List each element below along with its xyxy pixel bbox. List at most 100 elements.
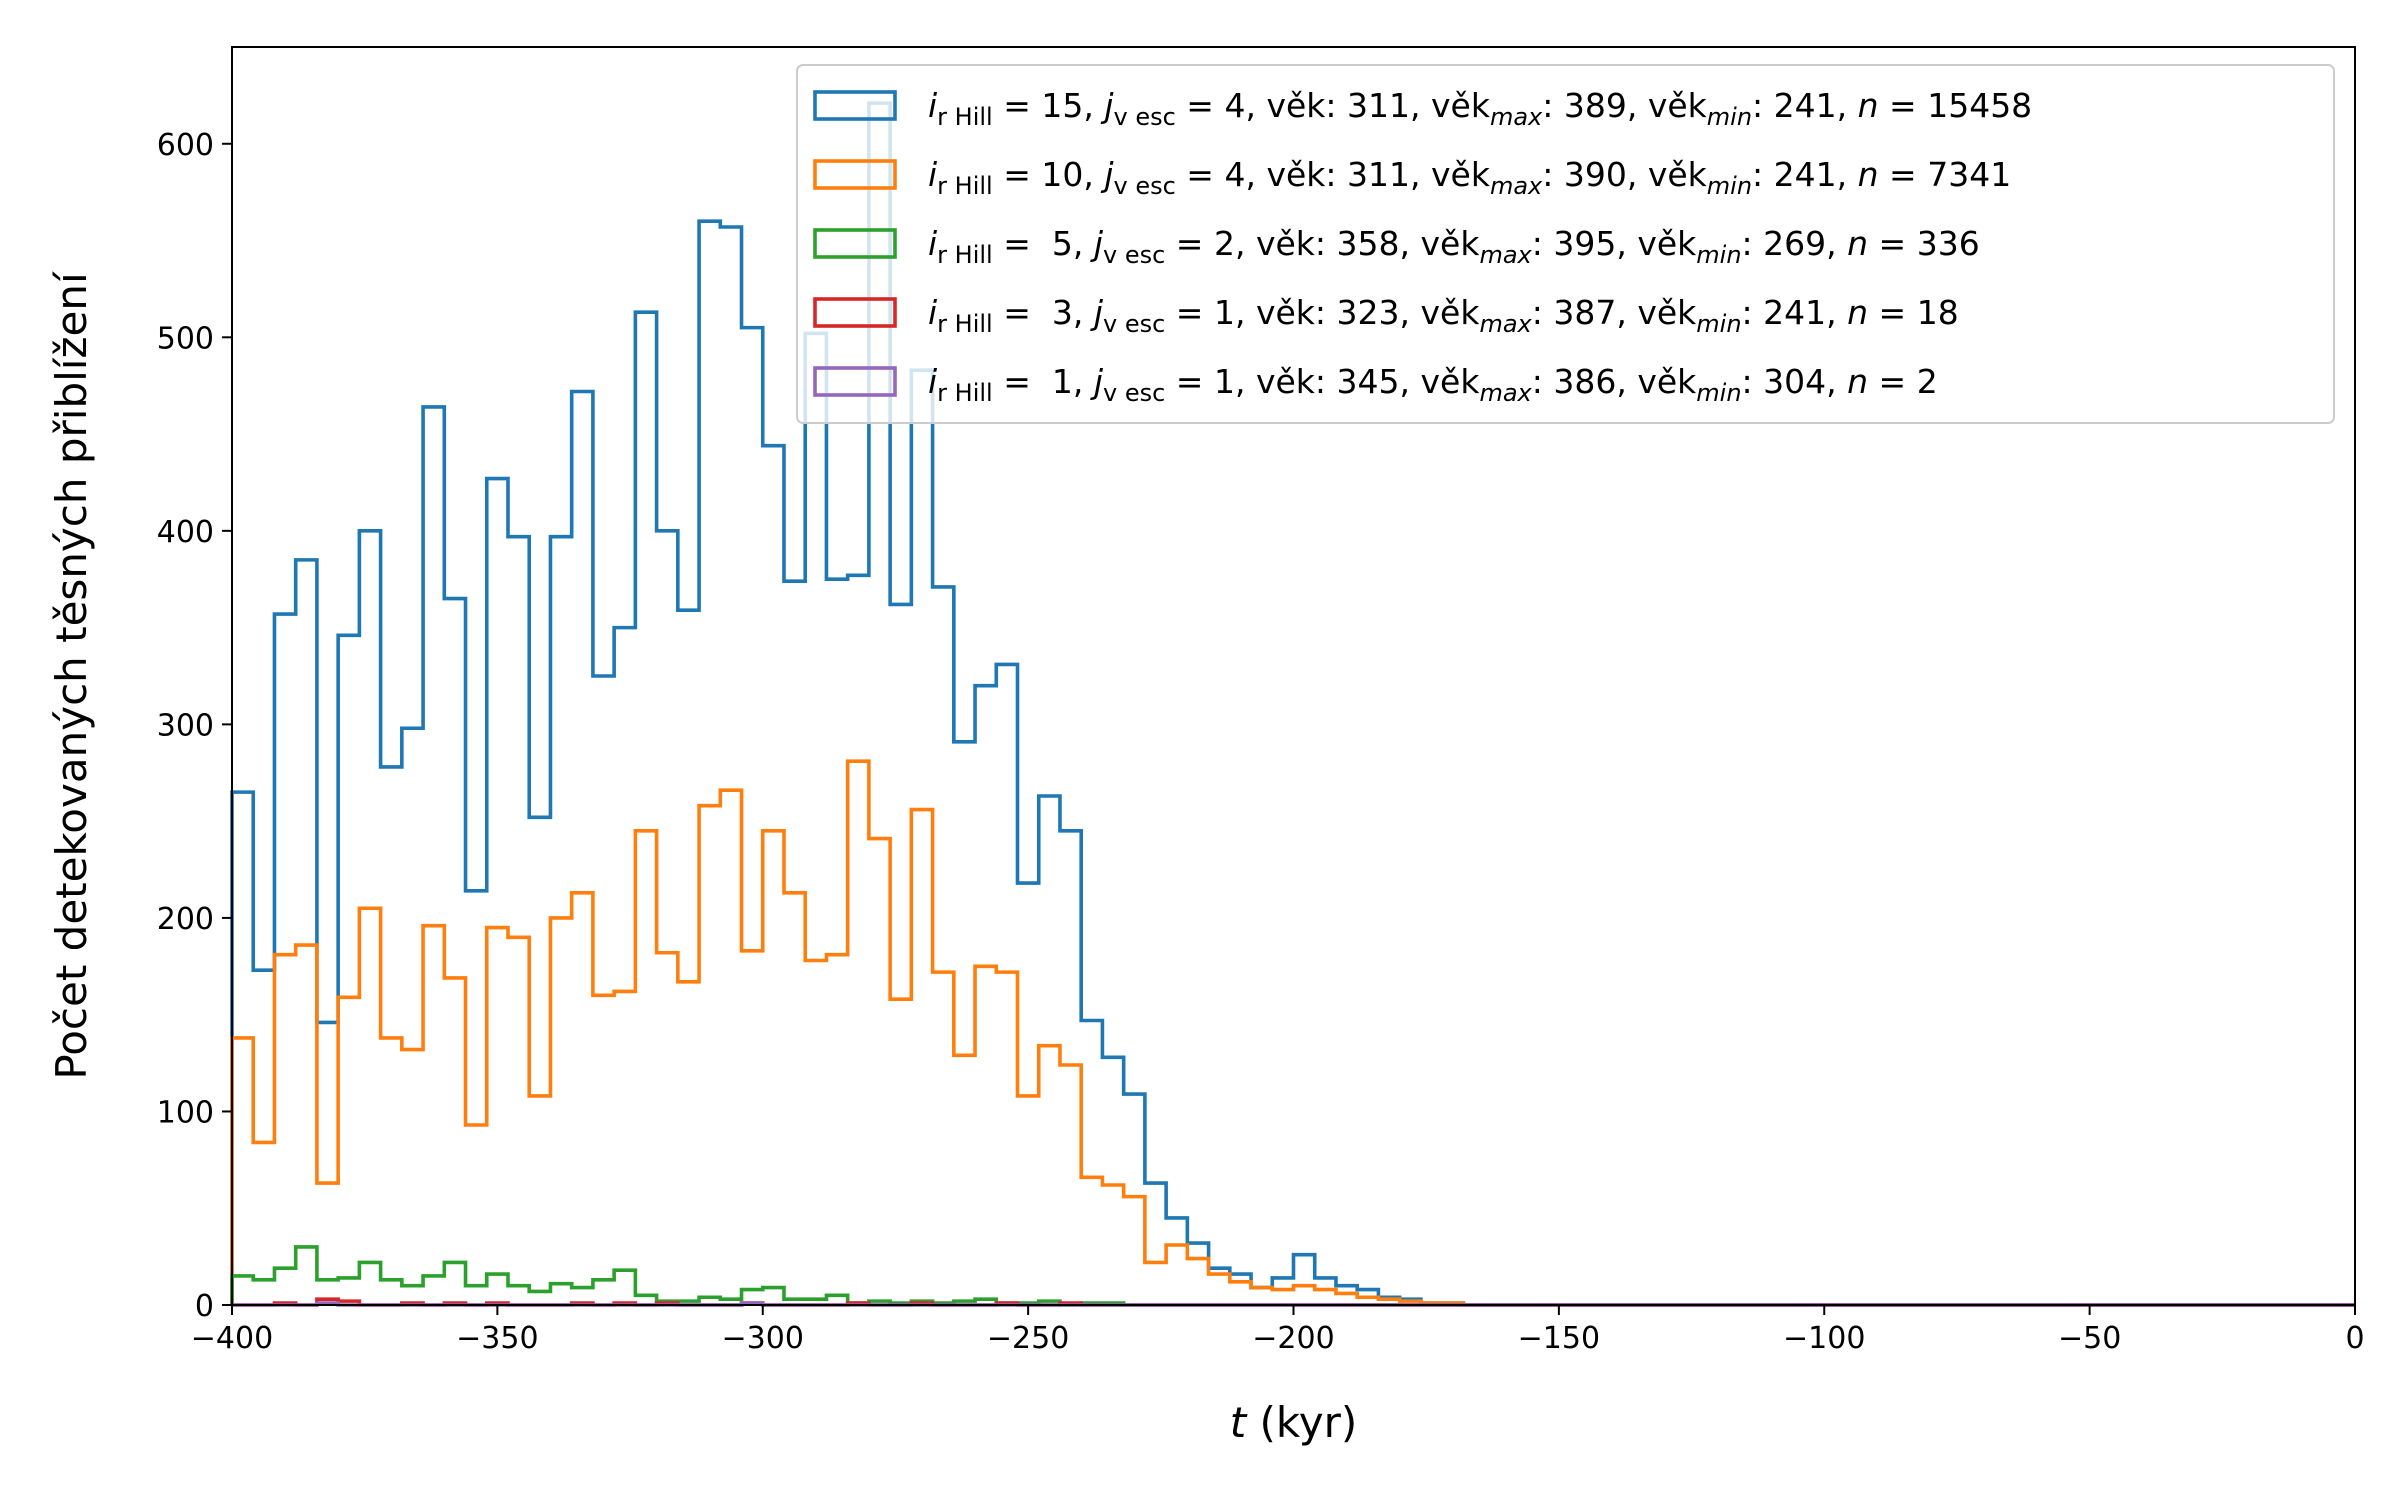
legend-fragment: =	[1176, 86, 1225, 125]
legend-fragment: =	[1165, 224, 1214, 263]
legend-fragment: v esc	[1103, 310, 1165, 338]
legend: ir Hill = 15, jv esc = 4, věk: 311, věkm…	[796, 64, 2335, 424]
legend-fragment: 241	[1763, 293, 1826, 332]
legend-fragment: =	[1165, 293, 1214, 332]
legend-fragment: =	[993, 224, 1042, 263]
legend-fragment: r Hill	[937, 379, 993, 407]
legend-fragment: ,	[1083, 155, 1104, 194]
legend-fragment: 311	[1347, 155, 1410, 194]
legend-fragment: :	[1742, 362, 1764, 401]
y-tick-label: 500	[157, 321, 214, 356]
legend-fragment: věk:	[1256, 293, 1337, 332]
legend-fragment: 3	[1041, 293, 1073, 332]
legend-fragment: =	[1868, 224, 1917, 263]
legend-label-5: ir Hill = 1, jv esc = 1, věk: 345, věkma…	[928, 362, 1938, 407]
legend-fragment: i	[928, 86, 937, 125]
legend-fragment: 304	[1763, 362, 1826, 401]
y-tick-label: 300	[157, 708, 214, 743]
legend-fragment: ,	[1410, 155, 1431, 194]
legend-fragment: :	[1532, 224, 1554, 263]
legend-fragment: věk:	[1256, 224, 1337, 263]
x-tick-label: −200	[1252, 1321, 1334, 1356]
legend-fragment: v esc	[1103, 241, 1165, 269]
legend-fragment: 395	[1553, 224, 1616, 263]
x-tick-label: −300	[722, 1321, 804, 1356]
legend-fragment: věk	[1431, 155, 1491, 194]
legend-fragment: r Hill	[937, 241, 993, 269]
legend-fragment: 389	[1564, 86, 1627, 125]
legend-fragment: ,	[1245, 86, 1266, 125]
legend-fragment: i	[928, 224, 937, 263]
axes-layer: −400 −350 −300 −250 −200 −150 −100 −50 0 0 100 200 3…	[47, 46, 2365, 1447]
legend-fragment: j	[1100, 86, 1114, 125]
legend-fragment: věk:	[1256, 362, 1337, 401]
legend-fragment: r Hill	[937, 103, 993, 131]
legend-fragment: =	[1879, 86, 1928, 125]
legend-fragment: ,	[1837, 155, 1858, 194]
legend-fragment: r Hill	[937, 172, 993, 200]
legend-fragment: 15458	[1927, 86, 2032, 125]
legend-fragment: n	[1847, 362, 1868, 401]
legend-fragment: v esc	[1114, 103, 1176, 131]
legend-fragment: ,	[1400, 293, 1421, 332]
legend-label-1: ir Hill = 15, jv esc = 4, věk: 311, věkm…	[928, 86, 2032, 131]
legend-fragment: ,	[1616, 293, 1637, 332]
x-tick-label: −400	[191, 1321, 273, 1356]
y-tick-label: 400	[157, 515, 214, 550]
legend-fragment: věk	[1420, 293, 1480, 332]
legend-fragment: 336	[1917, 224, 1980, 263]
legend-fragment: věk	[1637, 224, 1697, 263]
legend-fragment: 7341	[1927, 155, 2011, 194]
legend-fragment: :	[1542, 155, 1564, 194]
legend-fragment: 2	[1214, 224, 1235, 263]
legend-fragment: 5	[1041, 224, 1073, 263]
x-tick-label: −50	[2058, 1321, 2121, 1356]
legend-fragment: min	[1707, 172, 1752, 200]
y-tick-label: 100	[157, 1095, 214, 1130]
legend-swatch-2	[813, 159, 897, 190]
legend-fragment: ,	[1627, 155, 1648, 194]
legend-swatch-5	[813, 366, 897, 397]
legend-fragment: ,	[1073, 224, 1094, 263]
legend-fragment: věk	[1637, 362, 1697, 401]
legend-fragment: 241	[1774, 155, 1837, 194]
legend-fragment: ,	[1073, 362, 1094, 401]
legend-label-3: ir Hill = 5, jv esc = 2, věk: 358, věkma…	[928, 224, 1980, 269]
legend-fragment: n	[1858, 155, 1879, 194]
legend-fragment: ,	[1235, 224, 1256, 263]
legend-fragment: ,	[1410, 86, 1431, 125]
legend-fragment: max	[1490, 172, 1543, 200]
x-axis-unit: (kyr)	[1246, 1398, 1357, 1447]
legend-fragment: 1	[1041, 362, 1073, 401]
legend-fragment: ,	[1826, 224, 1847, 263]
x-tick-label: −150	[1518, 1321, 1600, 1356]
legend-swatch-1	[813, 90, 897, 121]
legend-label-4: ir Hill = 3, jv esc = 1, věk: 323, věkma…	[928, 293, 1959, 338]
legend-fragment: ,	[1627, 86, 1648, 125]
legend-fragment: věk:	[1266, 155, 1347, 194]
legend-fragment: ,	[1235, 293, 1256, 332]
x-tick-label: −350	[456, 1321, 538, 1356]
legend-fragment: 269	[1763, 224, 1826, 263]
legend-fragment: min	[1707, 103, 1752, 131]
legend-fragment: 390	[1564, 155, 1627, 194]
legend-fragment: ,	[1826, 293, 1847, 332]
legend-fragment: =	[993, 86, 1042, 125]
x-tick-label: −250	[987, 1321, 1069, 1356]
y-axis-title: Počet detekovaných těsných přiblížení	[47, 271, 96, 1080]
legend-fragment: min	[1696, 241, 1741, 269]
legend-fragment: ,	[1400, 362, 1421, 401]
legend-fragment: ,	[1083, 86, 1104, 125]
legend-fragment: ,	[1245, 155, 1266, 194]
legend-fragment: 1	[1214, 362, 1235, 401]
legend-fragment: v esc	[1114, 172, 1176, 200]
legend-fragment: =	[1165, 362, 1214, 401]
legend-fragment: 4	[1224, 155, 1245, 194]
legend-fragment: 345	[1337, 362, 1400, 401]
x-axis-title: t (kyr)	[1230, 1398, 1358, 1447]
legend-fragment: 18	[1917, 293, 1959, 332]
legend-swatch-4	[813, 297, 897, 328]
legend-box	[796, 64, 2335, 424]
legend-fragment: =	[993, 155, 1042, 194]
